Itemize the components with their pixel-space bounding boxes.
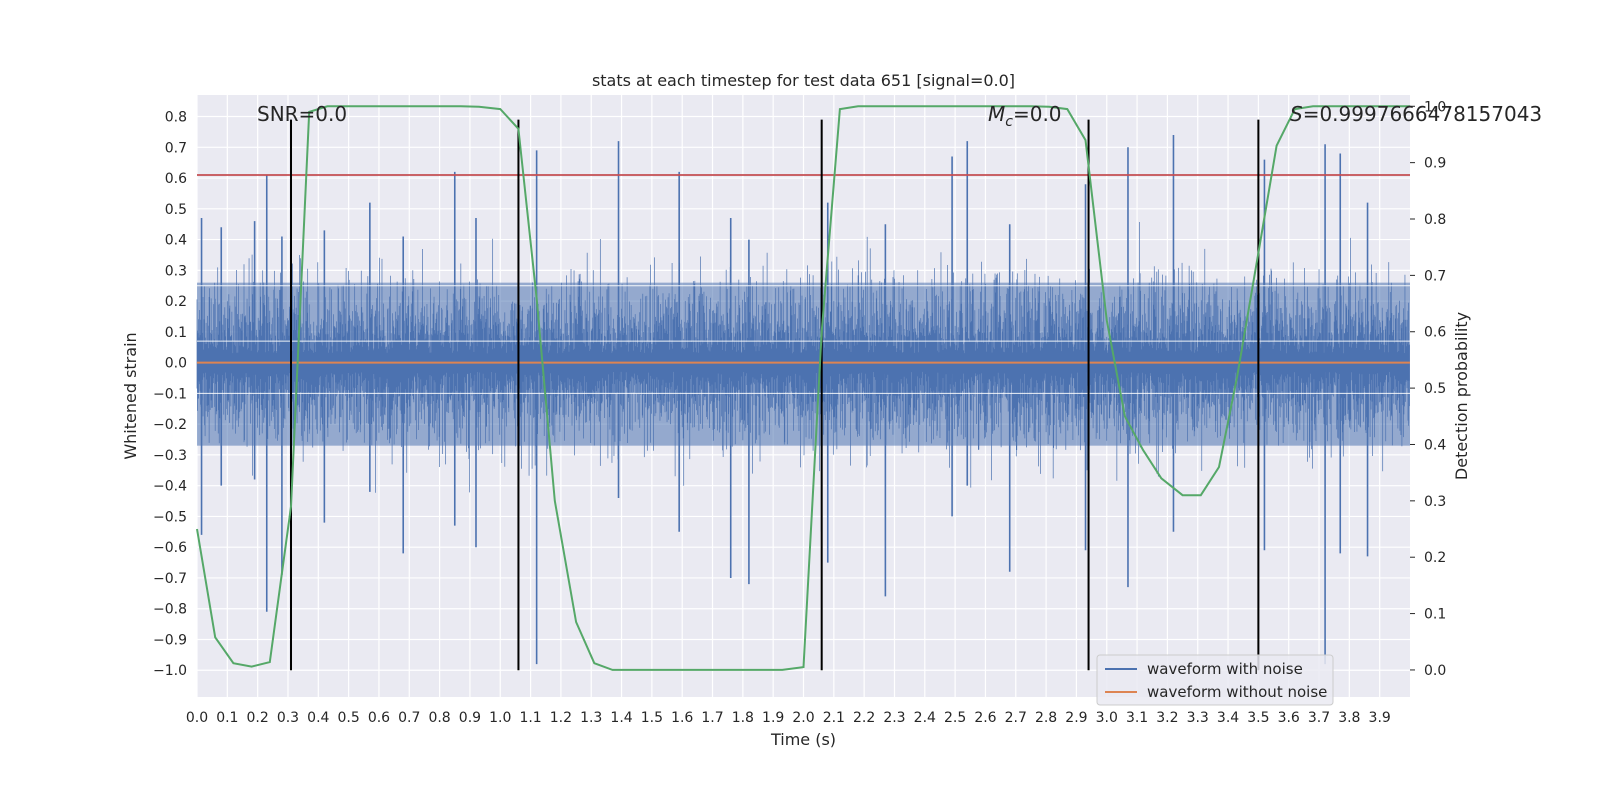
x-tick-label: 0.8 [428,710,450,726]
x-tick-label: 3.2 [1156,710,1178,726]
y-tick-label: 0.7 [165,140,187,156]
legend: waveform with noise waveform without noi… [1096,654,1334,706]
x-tick-label: 0.6 [368,710,390,726]
x-tick-label: 2.4 [914,710,936,726]
y-tick-label-right: 1.0 [1424,99,1446,115]
mc-subscript: c [1005,114,1013,130]
x-tick-label: 2.7 [1005,710,1027,726]
x-tick-label: 2.2 [853,710,875,726]
x-tick-label: 3.6 [1278,710,1300,726]
legend-box [1096,654,1334,706]
x-tick-label: 1.0 [489,710,511,726]
y-ticks-left: 0.8 0.7 0.6 0.5 0.4 0.3 0.2 0.1 0.0 −0.1 −0.2 −0.3 −… [153,110,187,680]
y-tick-label: −0.8 [153,602,187,618]
x-tick-label: 0.9 [459,710,481,726]
s-symbol: S [1290,102,1303,126]
x-tick-label: 1.1 [519,710,541,726]
x-tick-label: 3.1 [1126,710,1148,726]
x-tick-label: 0.2 [247,710,269,726]
x-tick-label: 2.1 [823,710,845,726]
x-tick-label: 3.3 [1187,710,1209,726]
s-annotation: S=0.9997666478157043 [1290,102,1542,126]
y-axis-label: Whitened strain [121,332,140,459]
y-tick-label: −0.1 [153,386,187,402]
x-tick-label: 1.6 [671,710,693,726]
y-tick-label-right: 0.8 [1424,212,1446,228]
x-tick-label: 0.4 [307,710,329,726]
x-axis-label: Time (s) [770,730,836,749]
x-tick-label: 2.0 [792,710,814,726]
y-tick-label: −0.2 [153,417,187,433]
mc-annotation: Mc=0.0 [988,102,1062,130]
x-tick-label: 0.5 [337,710,359,726]
y-tick-label-right: 0.7 [1424,268,1446,284]
x-tick-label: 0.0 [186,710,208,726]
x-tick-label: 1.4 [610,710,632,726]
y-tick-label: 0.3 [165,263,187,279]
series-detection-probability [196,105,1410,671]
legend-label-noise: waveform with noise [1147,660,1303,678]
y-tick-label: −1.0 [153,663,187,679]
chart-title: stats at each timestep for test data 651… [592,71,1015,90]
y-tick-label: 0.8 [165,110,187,126]
y-tick-label: −0.6 [153,540,187,556]
y-tick-label: −0.3 [153,448,187,464]
y-tick-label: −0.5 [153,509,187,525]
x-tick-label: 0.1 [216,710,238,726]
x-tick-label: 0.3 [277,710,299,726]
x-tick-label: 3.7 [1308,710,1330,726]
x-tick-label: 2.9 [1065,710,1087,726]
y-tick-label: 0.2 [165,294,187,310]
mc-symbol: M [988,102,1005,126]
y-tick-label: −0.4 [153,479,187,495]
y-tick-label-right: 0.2 [1424,550,1446,566]
x-tick-label: 2.3 [883,710,905,726]
y-tick-label: −0.7 [153,571,187,587]
x-tick-label: 2.6 [974,710,996,726]
y-tick-label-right: 0.6 [1424,325,1446,341]
x-tick-label: 3.5 [1247,710,1269,726]
noise-core-band [197,282,1410,446]
x-ticks: 0.0 0.1 0.2 0.3 0.4 0.5 0.6 0.7 0.8 0.9 1.0 1.1 1.2 1… [186,710,1391,726]
legend-label-clean: waveform without noise [1147,683,1327,701]
y-tick-label-right: 0.9 [1424,156,1446,172]
x-tick-label: 2.5 [944,710,966,726]
x-tick-label: 1.8 [732,710,754,726]
vertical-markers [290,119,1260,671]
mc-value: =0.0 [1013,102,1062,126]
x-tick-label: 3.9 [1369,710,1391,726]
x-tick-label: 3.4 [1217,710,1239,726]
y-tick-label-right: 0.5 [1424,381,1446,397]
y-tick-label: 0.5 [165,202,187,218]
x-tick-label: 1.3 [580,710,602,726]
x-tick-label: 1.9 [762,710,784,726]
y-ticks-right: 0.0 0.1 0.2 0.3 0.4 0.5 0.6 0.7 0.8 0.9 1.0 [1410,99,1446,679]
x-tick-label: 1.7 [701,710,723,726]
y-tick-label: 0.0 [165,356,187,372]
y-tick-label: −0.9 [153,632,187,648]
y-tick-label-right: 0.1 [1424,607,1446,623]
x-tick-label: 2.8 [1035,710,1057,726]
y-axis-label-right: Detection probability [1452,312,1471,480]
x-tick-label: 1.5 [641,710,663,726]
x-tick-label: 3.0 [1096,710,1118,726]
y-tick-label: 0.4 [165,233,187,249]
snr-annotation: SNR=0.0 [257,102,347,126]
y-tick-label-right: 0.4 [1424,437,1446,453]
s-value: =0.9997666478157043 [1303,102,1542,126]
y-tick-label: 0.1 [165,325,187,341]
y-tick-label-right: 0.3 [1424,494,1446,510]
x-tick-label: 0.7 [398,710,420,726]
y-tick-label: 0.6 [165,171,187,187]
x-tick-label: 1.2 [550,710,572,726]
y-tick-label-right: 0.0 [1424,663,1446,679]
x-tick-label: 3.8 [1338,710,1360,726]
